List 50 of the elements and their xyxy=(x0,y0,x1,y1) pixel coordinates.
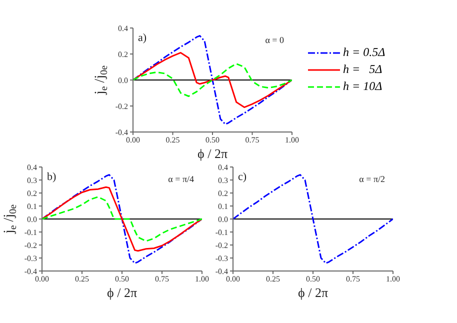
y-tick-label: -0.3 xyxy=(215,254,228,263)
annotation: a) xyxy=(138,32,147,44)
annotation: α = π/2 xyxy=(359,174,385,184)
x-tick-label: 0.75 xyxy=(155,274,169,284)
y-tick-label: -0.4 xyxy=(215,266,228,276)
y-tick-label: 0.0 xyxy=(118,76,128,85)
x-axis-title: ϕ / 2π xyxy=(197,146,228,161)
y-tick-label: -0.4 xyxy=(115,128,128,137)
y-tick-label: 0.1 xyxy=(27,202,37,211)
x-tick-label: 0.50 xyxy=(306,274,320,284)
y-tick-label: -0.4 xyxy=(24,266,37,276)
y-tick-label: -0.2 xyxy=(24,240,37,250)
x-tick-label: 0.00 xyxy=(126,136,140,145)
y-tick-label: -0.2 xyxy=(115,102,128,111)
y-tick-label: -0.1 xyxy=(24,228,37,237)
y-tick-label: 0.4 xyxy=(218,162,228,172)
y-tick-label: 0.2 xyxy=(27,188,37,198)
y-tick-label: -0.3 xyxy=(24,254,37,263)
x-tick-label: 0.25 xyxy=(266,274,280,284)
annotation: b) xyxy=(47,171,56,183)
y-tick-label: 0.1 xyxy=(218,202,228,211)
x-tick-label: 1.00 xyxy=(386,274,400,284)
annotation: α = 0 xyxy=(265,35,284,45)
x-tick-label: 0.00 xyxy=(35,274,49,284)
y-tick-label: 0.2 xyxy=(118,50,128,59)
x-tick-label: 0.25 xyxy=(166,136,180,145)
annotation: α = π/4 xyxy=(168,174,194,184)
legend-label: h = 5Δ xyxy=(343,62,382,77)
y-tick-label: -0.1 xyxy=(215,228,228,237)
y-tick-label: 0.2 xyxy=(218,188,228,198)
x-tick-label: 1.00 xyxy=(195,274,209,284)
x-tick-label: 0.75 xyxy=(245,136,260,145)
x-axis-title: ϕ / 2π xyxy=(106,285,138,300)
y-tick-label: 0.0 xyxy=(27,214,37,224)
annotation: c) xyxy=(238,171,247,183)
x-tick-label: 0.50 xyxy=(206,136,220,145)
legend-label: h = 10Δ xyxy=(343,79,382,94)
x-axis-title: ϕ / 2π xyxy=(298,285,328,300)
x-tick-label: 0.25 xyxy=(75,274,89,284)
legend-label: h = 0.5Δ xyxy=(343,45,386,60)
x-tick-label: 0.75 xyxy=(346,274,360,284)
y-tick-label: -0.2 xyxy=(215,240,228,250)
y-tick-label: 0.4 xyxy=(118,24,128,33)
x-tick-label: 0.00 xyxy=(226,274,240,284)
x-tick-label: 0.50 xyxy=(115,274,129,284)
y-tick-label: 0.3 xyxy=(27,176,37,185)
y-tick-label: 0.4 xyxy=(27,162,37,172)
y-tick-label: 0.3 xyxy=(218,176,228,185)
y-tick-label: 0.0 xyxy=(218,214,228,224)
x-tick-label: 1.00 xyxy=(285,136,299,145)
